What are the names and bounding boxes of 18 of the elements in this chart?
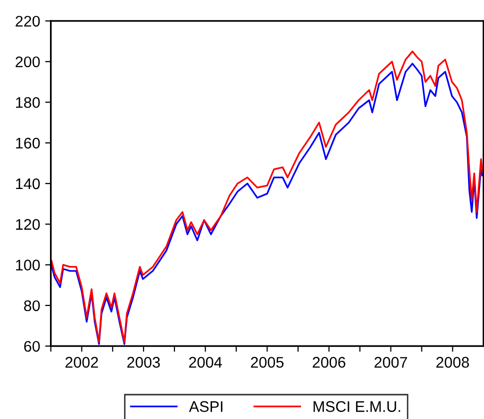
x-tick-label: 2008	[436, 356, 469, 368]
y-tick-label: 60	[24, 340, 40, 352]
x-tick-label: 2004	[189, 356, 222, 368]
x-tick-label: 2005	[250, 356, 284, 368]
x-tick-label: 2002	[66, 356, 98, 368]
y-tick-label: 120	[16, 219, 40, 230]
y-tick-label: 80	[24, 300, 40, 312]
y-tick-label: 200	[16, 56, 40, 68]
y-tick-label: 160	[16, 138, 40, 149]
x-tick-label: 2006	[312, 356, 346, 368]
x-tick-label: 2007	[374, 356, 408, 368]
y-tick-label: 100	[16, 260, 40, 270]
x-tick-label: 2003	[127, 356, 160, 368]
legend-label: MSCI E.M.U.	[314, 401, 400, 412]
legend-label: ASPI	[188, 401, 222, 412]
y-tick-label: 140	[16, 178, 40, 190]
y-tick-label: 220	[16, 16, 40, 27]
y-tick-label: 180	[16, 97, 40, 108]
